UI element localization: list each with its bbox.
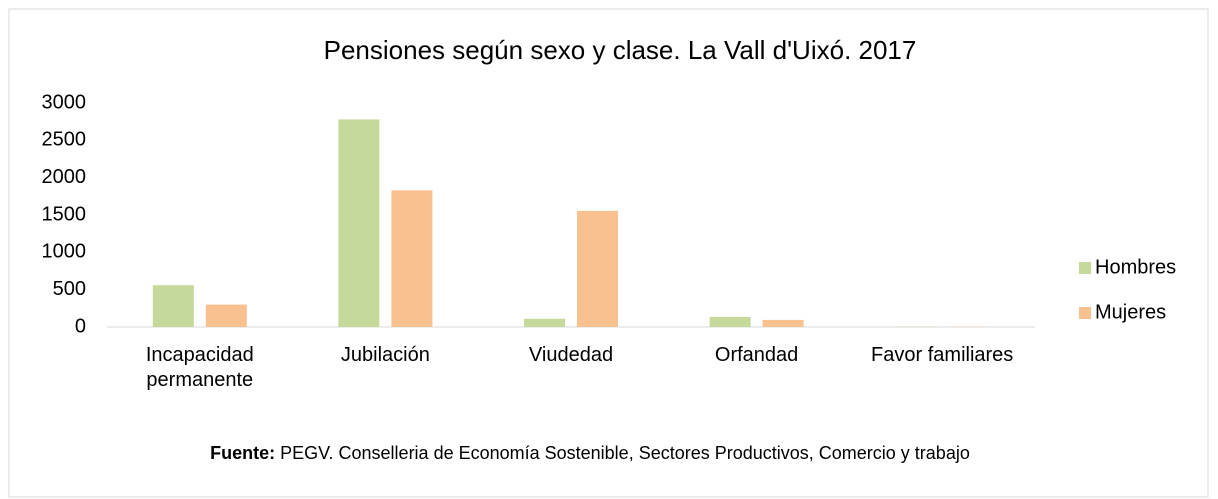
y-tick-label: 2500 xyxy=(42,129,87,151)
source: Fuente: PEGV. Conselleria de Economía So… xyxy=(120,442,1060,465)
bar xyxy=(338,119,380,327)
bar xyxy=(391,190,433,327)
bar xyxy=(524,318,565,327)
legend-swatch xyxy=(1079,307,1091,319)
x-tick-label: Jubilación xyxy=(340,344,430,366)
chart-border xyxy=(8,8,1209,498)
legend-swatch xyxy=(1079,262,1091,274)
bar xyxy=(152,285,194,327)
x-tick-label: Incapacidad permanente xyxy=(145,344,254,391)
bar xyxy=(577,210,618,327)
bar xyxy=(205,304,247,327)
y-tick-label: 3000 xyxy=(42,91,87,113)
chart-title: Pensiones según sexo y clase. La Vall d'… xyxy=(324,35,917,65)
bar xyxy=(709,316,751,327)
y-tick-label: 2000 xyxy=(42,166,87,188)
x-tick-label: Favor familiares xyxy=(871,344,1014,366)
source-label: Fuente: xyxy=(210,443,276,463)
x-tick-label: Viudedad xyxy=(528,344,614,366)
bar xyxy=(762,319,804,327)
y-tick-label: 0 xyxy=(75,315,86,337)
legend-label: Hombres xyxy=(1095,256,1176,278)
legend-label: Mujeres xyxy=(1095,301,1166,323)
y-tick-label: 1500 xyxy=(42,203,87,225)
y-tick-label: 500 xyxy=(53,278,86,300)
source-text: PEGV. Conselleria de Economía Sostenible… xyxy=(280,443,970,463)
y-tick-label: 1000 xyxy=(42,241,87,263)
x-tick-label: Orfandad xyxy=(714,344,799,366)
